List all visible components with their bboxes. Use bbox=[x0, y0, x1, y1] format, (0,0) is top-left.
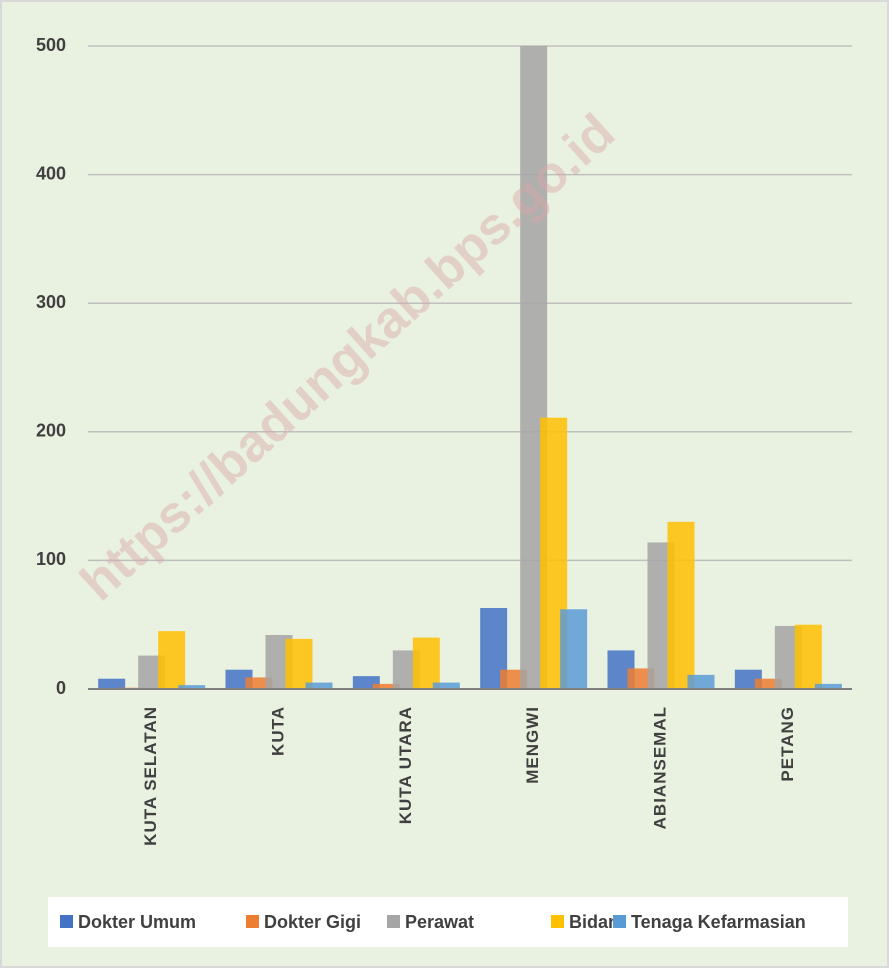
bar bbox=[794, 624, 822, 689]
bar bbox=[178, 685, 206, 689]
legend-label: Perawat bbox=[405, 912, 474, 932]
legend-swatch bbox=[551, 915, 564, 928]
y-tick-label: 400 bbox=[36, 163, 66, 183]
bar bbox=[158, 631, 186, 689]
legend-swatch bbox=[613, 915, 626, 928]
y-tick-label: 300 bbox=[36, 292, 66, 312]
legend-swatch bbox=[387, 915, 400, 928]
x-tick-label: ABIANSEMAL bbox=[650, 706, 669, 829]
legend-box bbox=[48, 897, 848, 947]
legend-label: Tenaga Kefarmasian bbox=[631, 912, 806, 932]
bar bbox=[814, 683, 842, 689]
bar bbox=[432, 682, 460, 689]
x-tick-label: KUTA UTARA bbox=[396, 706, 415, 824]
y-tick-label: 0 bbox=[56, 678, 66, 698]
bar bbox=[245, 677, 273, 689]
y-tick-label: 500 bbox=[36, 35, 66, 55]
legend-swatch bbox=[246, 915, 259, 928]
legend-label: Dokter Umum bbox=[78, 912, 196, 932]
legend-label: Dokter Gigi bbox=[264, 912, 361, 932]
bar bbox=[687, 674, 715, 689]
bar bbox=[305, 682, 333, 689]
y-tick-label: 100 bbox=[36, 549, 66, 569]
x-tick-label: PETANG bbox=[778, 706, 797, 782]
bar bbox=[98, 678, 126, 689]
y-tick-label: 200 bbox=[36, 421, 66, 441]
bar bbox=[412, 637, 440, 689]
legend-swatch bbox=[60, 915, 73, 928]
bar bbox=[754, 678, 782, 689]
bar bbox=[667, 521, 695, 689]
bar bbox=[372, 683, 400, 689]
bar bbox=[560, 609, 588, 689]
legend-label: Bidan bbox=[569, 912, 619, 932]
x-tick-label: KUTA bbox=[268, 706, 287, 756]
x-tick-label: MENGWI bbox=[523, 706, 542, 784]
bar bbox=[285, 638, 313, 689]
x-tick-label: KUTA SELATAN bbox=[141, 706, 160, 846]
